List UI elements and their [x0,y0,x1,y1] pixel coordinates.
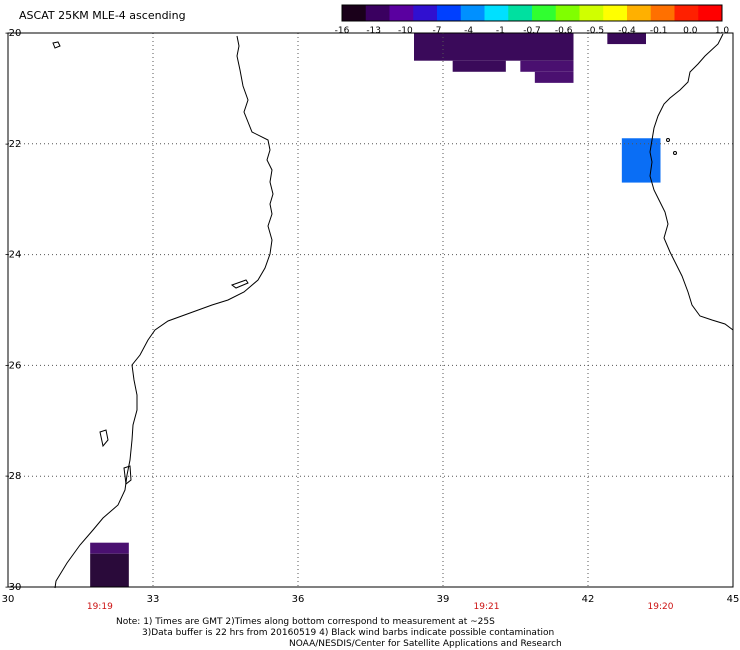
madagascar-coast-line [649,33,734,331]
island-outline [99,429,109,448]
time-label: 19:20 [648,602,674,612]
axis-labels: 30 33 36 39 42 45 -20 -22 -24 -26 -28 -30 19:19 19:21… [2,28,740,612]
wind-swath-cell [534,71,574,83]
y-tick-label: -30 [5,582,21,593]
colorbar-swatch [460,5,485,21]
africa-coast-line [54,35,274,589]
colorbar-label: -0.5 [587,26,605,36]
wind-swath-cell [452,60,506,72]
footnote-line-2: 3)Data buffer is 22 hrs from 20160519 4)… [142,628,555,638]
island-outline [123,465,132,485]
map-title: ASCAT 25KM MLE-4 ascending [19,9,186,22]
time-label: 19:19 [87,602,113,612]
y-tick-label: -26 [5,360,21,371]
wind-swath-cell [621,138,661,183]
colorbar-swatch [365,5,390,21]
colorbar-label: -4 [464,26,473,36]
colorbar: -16 -13 -10 -7 -4 -1 -0.7 -0.6 -0.5 -0.4 -0.1 0.0 1.… [335,4,730,36]
colorbar-label: -0.1 [650,26,668,36]
wind-swath-cell [90,542,129,554]
x-tick-label: 33 [147,594,160,605]
island-outline [673,151,677,155]
colorbar-swatch [389,5,414,21]
swath-layer [90,33,661,587]
colorbar-swatch [437,5,462,21]
colorbar-label: 0.0 [683,26,698,36]
colorbar-label: -1 [496,26,505,36]
colorbar-label: -10 [398,26,413,36]
colorbar-swatch [579,5,604,21]
wind-swath-cell [90,553,129,587]
colorbar-label: -0.4 [618,26,636,36]
colorbar-label: -0.7 [523,26,541,36]
wind-swath-cell [520,60,574,72]
colorbar-swatch [650,5,675,21]
plot-border [7,32,734,588]
y-tick-label: -24 [5,250,21,261]
colorbar-swatch [508,5,533,21]
colorbar-label: -16 [335,26,350,36]
footnote-line-3: NOAA/NESDIS/Center for Satellite Applica… [289,639,562,649]
colorbar-swatch [342,5,367,21]
island-outline [230,279,249,289]
wind-swath-cell [607,33,646,45]
island-outline [52,41,61,49]
colorbar-swatch [555,5,580,21]
colorbar-label: 1.0 [715,26,730,36]
colorbar-swatch [413,5,438,21]
colorbar-label: -13 [366,26,381,36]
x-tick-label: 36 [292,594,305,605]
y-tick-label: -22 [5,139,21,150]
x-tick-label: 42 [582,594,595,605]
colorbar-swatch [603,5,628,21]
grid-lines [8,33,733,587]
colorbar-swatch [627,5,652,21]
colorbar-swatch [698,5,723,21]
y-tick-label: -28 [5,471,21,482]
colorbar-swatch [674,5,699,21]
y-tick-label: -20 [5,28,21,39]
colorbar-swatch [532,5,557,21]
wind-swath-cell [414,33,574,61]
colorbar-border [341,4,723,22]
colorbar-label: -0.6 [555,26,573,36]
island-outline [666,138,670,142]
x-tick-label: 45 [727,594,740,605]
x-tick-label: 30 [2,594,15,605]
colorbar-swatch [484,5,509,21]
time-label: 19:21 [474,602,500,612]
x-tick-label: 39 [437,594,450,605]
footnote-line-1: Note: 1) Times are GMT 2)Times along bot… [116,617,495,627]
coastline [52,33,734,589]
map-frame [7,32,734,588]
colorbar-label: -7 [433,26,442,36]
